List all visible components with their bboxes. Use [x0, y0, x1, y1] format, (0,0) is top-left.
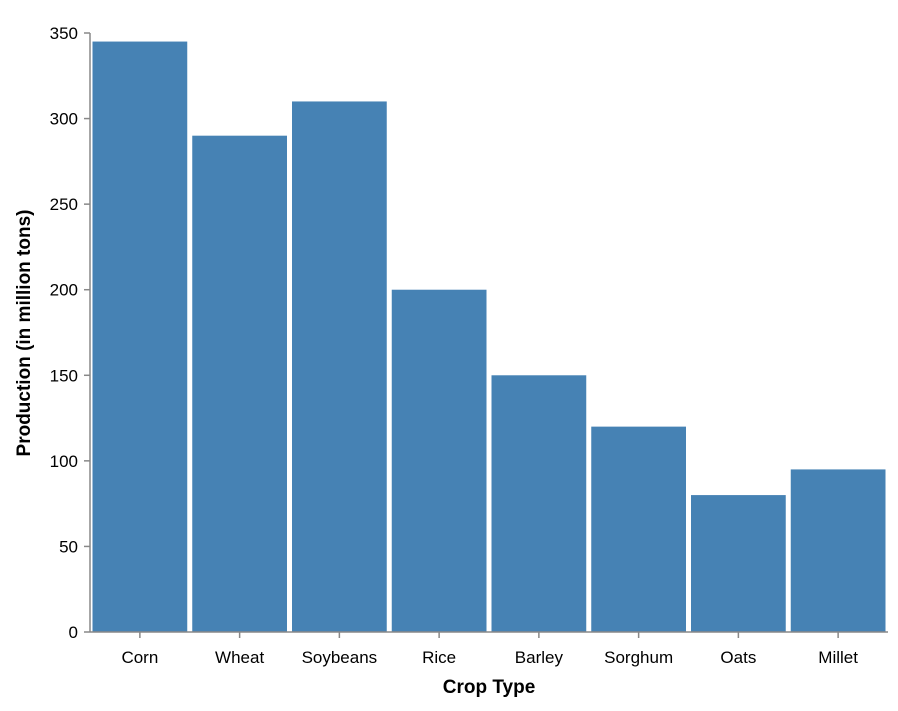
x-tick-label: Barley: [515, 648, 564, 667]
y-tick-label: 200: [50, 281, 78, 300]
bar-rice: [391, 289, 487, 632]
y-tick-label: 350: [50, 24, 78, 43]
x-axis: Corn Wheat Soybeans Rice Barley Sorghum Oats Mi…: [90, 631, 888, 667]
y-tick-label: 100: [50, 452, 78, 471]
x-tick-label: Rice: [422, 648, 456, 667]
y-tick-label: 50: [59, 537, 78, 556]
x-tick-label: Wheat: [215, 648, 264, 667]
y-tick-label: 250: [50, 195, 78, 214]
x-tick-label: Oats: [720, 648, 756, 667]
bar-sorghum: [591, 426, 686, 632]
x-tick-label: Sorghum: [604, 648, 673, 667]
x-tick-label: Millet: [818, 648, 858, 667]
y-axis: 0 50 100 150 200 250 300 350: [50, 24, 91, 642]
y-tick-label: 150: [50, 366, 78, 385]
x-tick-label: Soybeans: [302, 648, 378, 667]
bar-corn: [92, 41, 188, 633]
y-tick-label: 0: [69, 623, 78, 642]
bar-barley: [491, 375, 587, 632]
bars-layer: [92, 41, 886, 633]
x-tick-label: Corn: [121, 648, 158, 667]
y-tick-label: 300: [50, 110, 78, 129]
bar-soybeans: [292, 101, 387, 632]
bar-millet: [790, 469, 886, 632]
bar-oats: [691, 495, 786, 632]
bar-wheat: [192, 135, 287, 632]
y-axis-title: Production (in million tons): [14, 210, 35, 457]
x-axis-title: Crop Type: [443, 677, 536, 698]
